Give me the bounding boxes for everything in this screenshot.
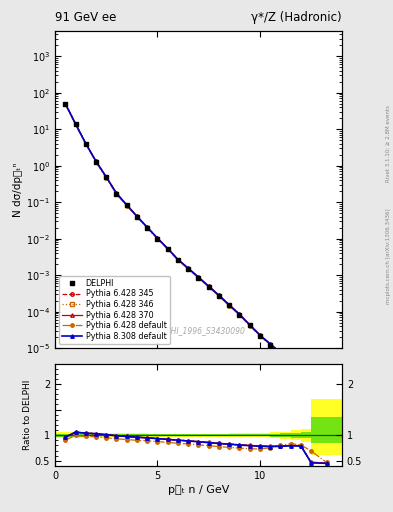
- Y-axis label: N dσ/dpᶀₜⁿ: N dσ/dpᶀₜⁿ: [13, 162, 23, 217]
- Text: mcplots.cern.ch [arXiv:1306.3436]: mcplots.cern.ch [arXiv:1306.3436]: [386, 208, 391, 304]
- Legend: DELPHI, Pythia 6.428 345, Pythia 6.428 346, Pythia 6.428 370, Pythia 6.428 defau: DELPHI, Pythia 6.428 345, Pythia 6.428 3…: [59, 275, 170, 344]
- Y-axis label: Ratio to DELPHI: Ratio to DELPHI: [23, 379, 32, 450]
- Text: 91 GeV ee: 91 GeV ee: [55, 11, 116, 25]
- X-axis label: pᶀₜ n / GeV: pᶀₜ n / GeV: [168, 485, 229, 495]
- Text: Rivet 3.1.10; ≥ 2.8M events: Rivet 3.1.10; ≥ 2.8M events: [386, 105, 391, 182]
- Text: DELPHI_1996_S3430090: DELPHI_1996_S3430090: [152, 327, 245, 335]
- Text: γ*/Z (Hadronic): γ*/Z (Hadronic): [251, 11, 342, 25]
